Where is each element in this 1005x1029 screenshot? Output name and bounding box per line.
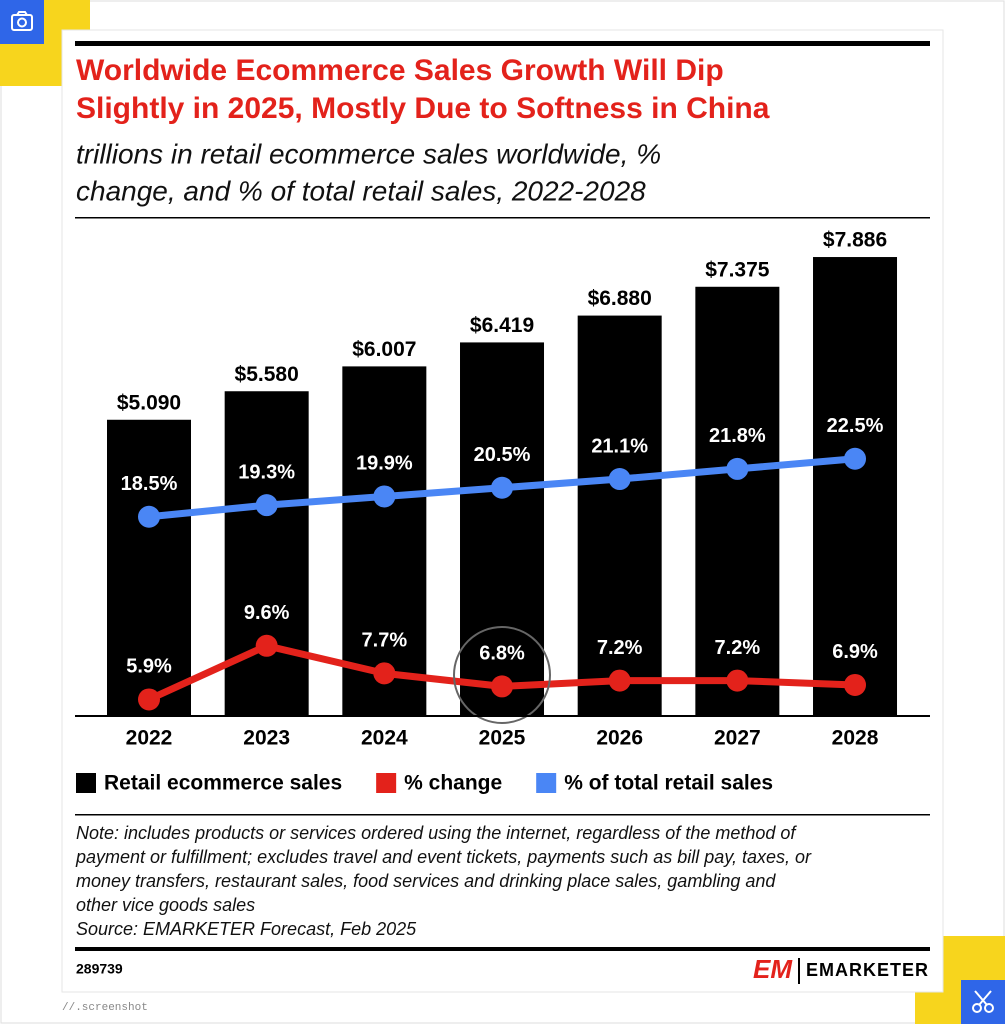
top-rule: [75, 41, 930, 46]
line-value-label: 6.9%: [832, 641, 878, 663]
bar-value-label: $6.419: [470, 314, 534, 337]
note: Note: includes products or services orde…: [76, 823, 797, 843]
note: payment or fulfillment; excludes travel …: [75, 847, 812, 867]
bar-value-label: $6.880: [588, 287, 652, 310]
legend-label: % change: [404, 772, 502, 795]
camera-icon: [11, 11, 33, 31]
brand-logo: EM: [753, 954, 800, 984]
line-point: [255, 494, 278, 517]
x-axis-line: [75, 715, 930, 717]
note: money transfers, restaurant sales, food …: [76, 871, 776, 891]
legend-swatch: [376, 773, 397, 793]
line-point: [373, 485, 396, 508]
line-value-label: 19.9%: [356, 453, 413, 475]
bar-value-label: $7.886: [823, 229, 887, 252]
bar: [813, 257, 898, 716]
chart-title: Worldwide Ecommerce Sales Growth Will Di…: [76, 54, 724, 87]
line-value-label: 5.9%: [126, 656, 172, 678]
line-value-label: 9.6%: [244, 602, 290, 624]
line-value-label: 7.2%: [597, 637, 643, 659]
legend-swatch: [536, 773, 557, 793]
svg-text:EM: EM: [753, 954, 793, 984]
highlight-circle: [453, 626, 551, 724]
line-value-label: 21.1%: [591, 435, 648, 457]
line-value-label: 20.5%: [474, 444, 531, 466]
bar: [224, 391, 309, 716]
legend-label: Retail ecommerce sales: [104, 772, 342, 795]
x-tick-label: 2022: [126, 727, 173, 750]
line-point: [491, 675, 514, 698]
rule: [75, 217, 930, 219]
x-tick-label: 2025: [479, 727, 526, 750]
line-point: [138, 505, 160, 528]
line-point: [138, 688, 160, 711]
bar-value-label: $5.090: [117, 391, 181, 414]
chart-title: Slightly in 2025, Mostly Due to Softness…: [76, 92, 770, 125]
camera-button[interactable]: [0, 0, 44, 44]
x-tick-label: 2023: [243, 727, 290, 750]
line-point: [255, 634, 278, 657]
line-point: [844, 673, 867, 696]
line-point: [373, 662, 396, 685]
x-tick-label: 2026: [596, 727, 643, 750]
line-point: [608, 669, 631, 692]
bar: [342, 366, 427, 716]
line-value-label: 7.2%: [715, 637, 761, 659]
x-tick-label: 2028: [832, 727, 879, 750]
line-value-label: 21.8%: [709, 425, 766, 447]
legend-swatch: [76, 773, 96, 793]
bar-value-label: $6.007: [352, 338, 416, 361]
bar: [460, 342, 545, 716]
line-value-label: 7.7%: [362, 630, 408, 652]
line-value-label: 19.3%: [238, 461, 295, 483]
scissors-button[interactable]: [961, 980, 1005, 1024]
bottom-rule: [75, 947, 930, 951]
bar: [577, 315, 662, 716]
chart-subtitle: trillions in retail ecommerce sales worl…: [76, 138, 661, 169]
source: Source: EMARKETER Forecast, Feb 2025: [76, 919, 417, 939]
line-point: [491, 476, 514, 499]
bar-value-label: $7.375: [705, 258, 770, 281]
chart-id: 289739: [76, 961, 123, 977]
bar-value-label: $5.580: [235, 363, 299, 386]
line-value-label: 6.8%: [479, 643, 525, 665]
line-point: [726, 457, 749, 480]
line-point: [726, 669, 749, 692]
rule: [75, 814, 930, 816]
line-value-label: 22.5%: [827, 415, 884, 437]
bar: [107, 419, 191, 716]
scissors-icon: [972, 990, 994, 1013]
watermark: //.screenshot: [62, 1002, 148, 1014]
x-tick-label: 2027: [714, 727, 761, 750]
brand: EMARKETER: [806, 960, 929, 980]
x-tick-label: 2024: [361, 727, 408, 750]
bar: [695, 286, 780, 716]
line-point: [608, 468, 631, 491]
line-value-label: 18.5%: [121, 473, 178, 495]
legend-label: % of total retail sales: [564, 772, 773, 795]
line-point: [844, 447, 867, 470]
note: other vice goods sales: [76, 895, 255, 915]
chart-subtitle: change, and % of total retail sales, 202…: [76, 175, 646, 206]
